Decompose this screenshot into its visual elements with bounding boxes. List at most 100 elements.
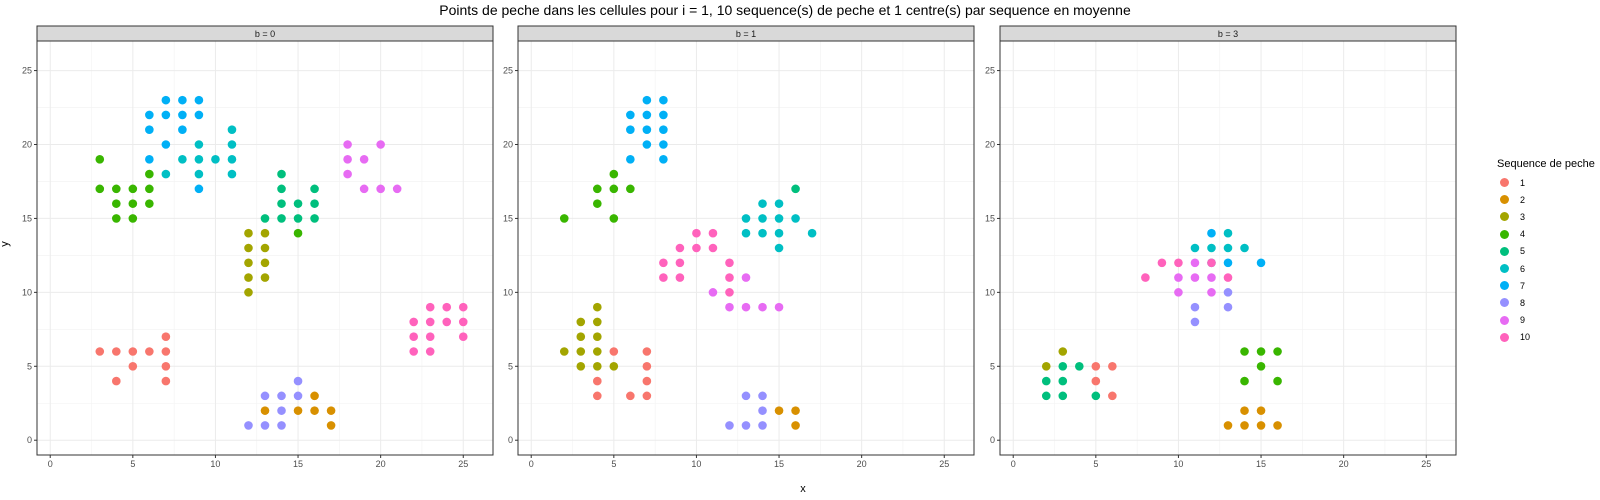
- data-point-seq-10: [1157, 258, 1167, 268]
- legend-label: 3: [1520, 211, 1526, 222]
- data-point-seq-6: [741, 214, 751, 223]
- data-point-seq-7: [161, 110, 171, 120]
- data-point-seq-7: [626, 154, 635, 164]
- data-point-seq-6: [791, 214, 800, 223]
- facet-panel-0: b = 0 0 5 10 15 20 25 0 5 10 15 20 25: [22, 25, 494, 469]
- legend-label: 5: [1520, 246, 1526, 257]
- data-point-seq-3: [576, 361, 586, 371]
- data-point-seq-9: [725, 302, 734, 312]
- x-axis-label: x: [800, 483, 806, 495]
- data-point-seq-4: [95, 184, 105, 194]
- data-point-seq-9: [343, 140, 352, 149]
- panel-border: [36, 40, 494, 456]
- legend-item: 7: [1497, 277, 1595, 294]
- data-point-seq-8: [293, 391, 303, 401]
- data-point-seq-4: [593, 184, 602, 194]
- legend-swatch: [1500, 246, 1509, 256]
- data-point-seq-1: [128, 361, 138, 371]
- data-point-seq-7: [1223, 258, 1233, 268]
- data-point-seq-3: [244, 243, 253, 253]
- data-point-seq-6: [194, 140, 204, 149]
- legend-swatch: [1500, 178, 1509, 188]
- data-point-seq-2: [310, 391, 319, 401]
- data-point-seq-3: [593, 332, 602, 342]
- data-point-seq-7: [145, 110, 154, 120]
- x-tick-label: 5: [130, 459, 135, 469]
- x-tick-label: 5: [611, 459, 616, 469]
- panel-border: [517, 40, 975, 456]
- data-point-seq-7: [161, 95, 171, 105]
- y-tick-label: 25: [503, 66, 513, 76]
- data-point-seq-6: [227, 140, 237, 149]
- legend-item: 8: [1497, 294, 1595, 311]
- data-point-seq-7: [659, 140, 668, 149]
- data-point-seq-7: [1256, 258, 1266, 268]
- x-tick-label: 10: [210, 459, 220, 469]
- data-point-seq-6: [741, 228, 751, 238]
- data-point-seq-2: [1273, 421, 1282, 430]
- chart-title: Points de peche dans les cellules pour i…: [439, 2, 1131, 18]
- y-tick-label: 5: [508, 361, 513, 371]
- legend-label: 1: [1520, 177, 1526, 188]
- y-tick-label: 20: [503, 140, 513, 150]
- data-point-seq-6: [774, 243, 784, 253]
- data-point-seq-10: [692, 243, 701, 253]
- data-point-seq-10: [425, 302, 435, 312]
- data-point-seq-9: [1174, 273, 1183, 282]
- data-point-seq-3: [244, 228, 253, 238]
- data-point-seq-6: [178, 154, 187, 164]
- data-point-seq-9: [1207, 288, 1216, 297]
- data-point-seq-4: [1256, 347, 1266, 356]
- data-point-seq-3: [1041, 361, 1051, 371]
- data-point-seq-8: [1190, 302, 1200, 312]
- x-tick-label: 15: [1256, 459, 1266, 469]
- legend-swatch: [1500, 332, 1509, 342]
- data-point-seq-9: [1190, 258, 1200, 268]
- y-tick-label: 10: [985, 287, 995, 297]
- data-point-seq-9: [1174, 288, 1183, 297]
- data-point-seq-5: [310, 199, 319, 208]
- data-point-seq-9: [376, 184, 385, 194]
- data-point-seq-9: [741, 302, 751, 312]
- data-point-seq-1: [161, 332, 171, 342]
- data-point-seq-10: [458, 302, 468, 312]
- data-point-seq-2: [1256, 421, 1266, 430]
- data-point-seq-5: [1058, 361, 1068, 371]
- data-point-seq-6: [227, 125, 237, 135]
- y-axis-label: y: [0, 241, 11, 247]
- y-tick-label: 0: [27, 435, 32, 445]
- data-point-seq-6: [227, 154, 237, 164]
- y-tick-label: 20: [22, 140, 32, 150]
- x-tick-label: 25: [458, 459, 468, 469]
- data-point-seq-1: [161, 361, 171, 371]
- x-tick-label: 0: [529, 459, 534, 469]
- data-point-seq-4: [293, 228, 303, 238]
- data-point-seq-10: [675, 273, 685, 282]
- x-tick-label: 20: [376, 459, 386, 469]
- data-point-seq-1: [593, 376, 602, 386]
- data-point-seq-7: [659, 154, 668, 164]
- data-point-seq-4: [609, 184, 619, 194]
- data-point-seq-7: [642, 140, 652, 149]
- legend-label: 6: [1520, 263, 1526, 274]
- data-point-seq-5: [310, 184, 319, 194]
- data-point-seq-3: [244, 273, 253, 282]
- data-point-seq-2: [1223, 421, 1233, 430]
- data-point-seq-3: [260, 258, 270, 268]
- data-point-seq-7: [642, 95, 652, 105]
- data-point-seq-7: [161, 140, 171, 149]
- data-point-seq-6: [1223, 243, 1233, 253]
- data-point-seq-6: [807, 228, 817, 238]
- data-point-seq-3: [576, 347, 586, 356]
- data-point-seq-6: [194, 169, 204, 179]
- data-point-seq-1: [95, 347, 105, 356]
- x-tick-label: 25: [1421, 459, 1431, 469]
- data-point-seq-7: [642, 125, 652, 135]
- data-point-seq-6: [1223, 228, 1233, 238]
- data-point-seq-3: [260, 243, 270, 253]
- data-point-seq-2: [1256, 406, 1266, 415]
- data-point-seq-8: [1190, 317, 1200, 327]
- y-tick-label: 5: [990, 361, 995, 371]
- data-point-seq-10: [442, 317, 452, 327]
- x-tick-label: 15: [293, 459, 303, 469]
